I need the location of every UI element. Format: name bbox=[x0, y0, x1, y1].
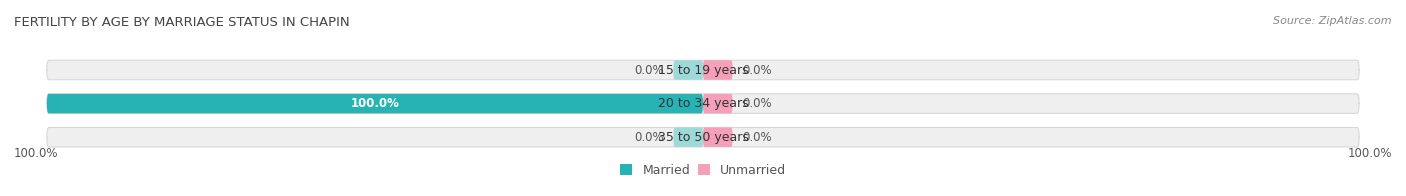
Text: 0.0%: 0.0% bbox=[634, 64, 664, 76]
Legend: Married, Unmarried: Married, Unmarried bbox=[614, 159, 792, 182]
Text: 0.0%: 0.0% bbox=[742, 64, 772, 76]
Text: 0.0%: 0.0% bbox=[742, 131, 772, 144]
FancyBboxPatch shape bbox=[703, 94, 733, 113]
Text: 0.0%: 0.0% bbox=[634, 131, 664, 144]
FancyBboxPatch shape bbox=[46, 60, 1360, 80]
FancyBboxPatch shape bbox=[673, 60, 703, 80]
FancyBboxPatch shape bbox=[46, 127, 1360, 147]
Text: Source: ZipAtlas.com: Source: ZipAtlas.com bbox=[1274, 16, 1392, 26]
FancyBboxPatch shape bbox=[703, 127, 733, 147]
Text: 100.0%: 100.0% bbox=[1347, 147, 1392, 160]
Text: 100.0%: 100.0% bbox=[350, 97, 399, 110]
Text: FERTILITY BY AGE BY MARRIAGE STATUS IN CHAPIN: FERTILITY BY AGE BY MARRIAGE STATUS IN C… bbox=[14, 16, 350, 29]
FancyBboxPatch shape bbox=[46, 94, 703, 113]
FancyBboxPatch shape bbox=[46, 94, 1360, 113]
Text: 0.0%: 0.0% bbox=[742, 97, 772, 110]
Text: 35 to 50 years: 35 to 50 years bbox=[658, 131, 748, 144]
FancyBboxPatch shape bbox=[673, 127, 703, 147]
Text: 20 to 34 years: 20 to 34 years bbox=[658, 97, 748, 110]
Text: 15 to 19 years: 15 to 19 years bbox=[658, 64, 748, 76]
Text: 100.0%: 100.0% bbox=[14, 147, 59, 160]
FancyBboxPatch shape bbox=[703, 60, 733, 80]
